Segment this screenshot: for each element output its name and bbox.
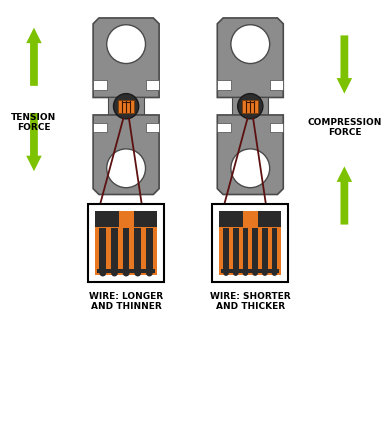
Polygon shape	[270, 80, 283, 90]
Polygon shape	[99, 229, 106, 273]
Circle shape	[111, 270, 118, 277]
Circle shape	[233, 270, 238, 276]
Polygon shape	[108, 98, 144, 115]
Circle shape	[231, 149, 270, 188]
Polygon shape	[93, 18, 159, 98]
Polygon shape	[337, 166, 352, 224]
Circle shape	[223, 270, 229, 276]
Circle shape	[107, 25, 146, 64]
Circle shape	[243, 270, 248, 276]
Polygon shape	[233, 229, 238, 273]
Polygon shape	[221, 269, 279, 273]
Circle shape	[146, 270, 153, 277]
Circle shape	[238, 93, 263, 119]
Polygon shape	[93, 80, 107, 90]
Polygon shape	[26, 113, 42, 171]
Text: COMPRESSION
FORCE: COMPRESSION FORCE	[307, 118, 382, 137]
Polygon shape	[97, 269, 155, 273]
Polygon shape	[146, 123, 159, 133]
Polygon shape	[243, 229, 248, 273]
Circle shape	[134, 270, 141, 277]
Polygon shape	[217, 115, 283, 195]
Polygon shape	[217, 18, 283, 98]
Polygon shape	[146, 229, 153, 273]
Circle shape	[262, 270, 268, 276]
Polygon shape	[272, 229, 277, 273]
Polygon shape	[26, 28, 42, 86]
Polygon shape	[123, 229, 130, 273]
Circle shape	[123, 270, 130, 277]
Polygon shape	[258, 211, 281, 226]
Polygon shape	[242, 100, 259, 112]
Circle shape	[272, 270, 277, 276]
Polygon shape	[118, 100, 134, 112]
Circle shape	[99, 270, 106, 277]
Polygon shape	[219, 211, 281, 275]
Polygon shape	[232, 98, 269, 115]
Polygon shape	[217, 123, 231, 133]
Polygon shape	[134, 211, 157, 226]
Polygon shape	[262, 229, 268, 273]
Polygon shape	[95, 211, 157, 275]
Polygon shape	[111, 229, 118, 273]
Circle shape	[231, 25, 270, 64]
Polygon shape	[337, 35, 352, 93]
Polygon shape	[95, 211, 119, 226]
Text: WIRE: SHORTER
AND THICKER: WIRE: SHORTER AND THICKER	[210, 291, 291, 311]
Circle shape	[113, 93, 139, 119]
Circle shape	[107, 149, 146, 188]
Polygon shape	[217, 80, 231, 90]
Polygon shape	[134, 229, 141, 273]
Polygon shape	[270, 123, 283, 133]
Polygon shape	[88, 204, 164, 282]
Polygon shape	[146, 80, 159, 90]
Polygon shape	[223, 229, 229, 273]
Polygon shape	[219, 211, 243, 226]
Circle shape	[252, 270, 258, 276]
Polygon shape	[252, 229, 258, 273]
Polygon shape	[93, 123, 107, 133]
Text: TENSION
FORCE: TENSION FORCE	[11, 113, 57, 133]
Polygon shape	[93, 115, 159, 195]
Text: WIRE: LONGER
AND THINNER: WIRE: LONGER AND THINNER	[89, 291, 163, 311]
Polygon shape	[212, 204, 288, 282]
